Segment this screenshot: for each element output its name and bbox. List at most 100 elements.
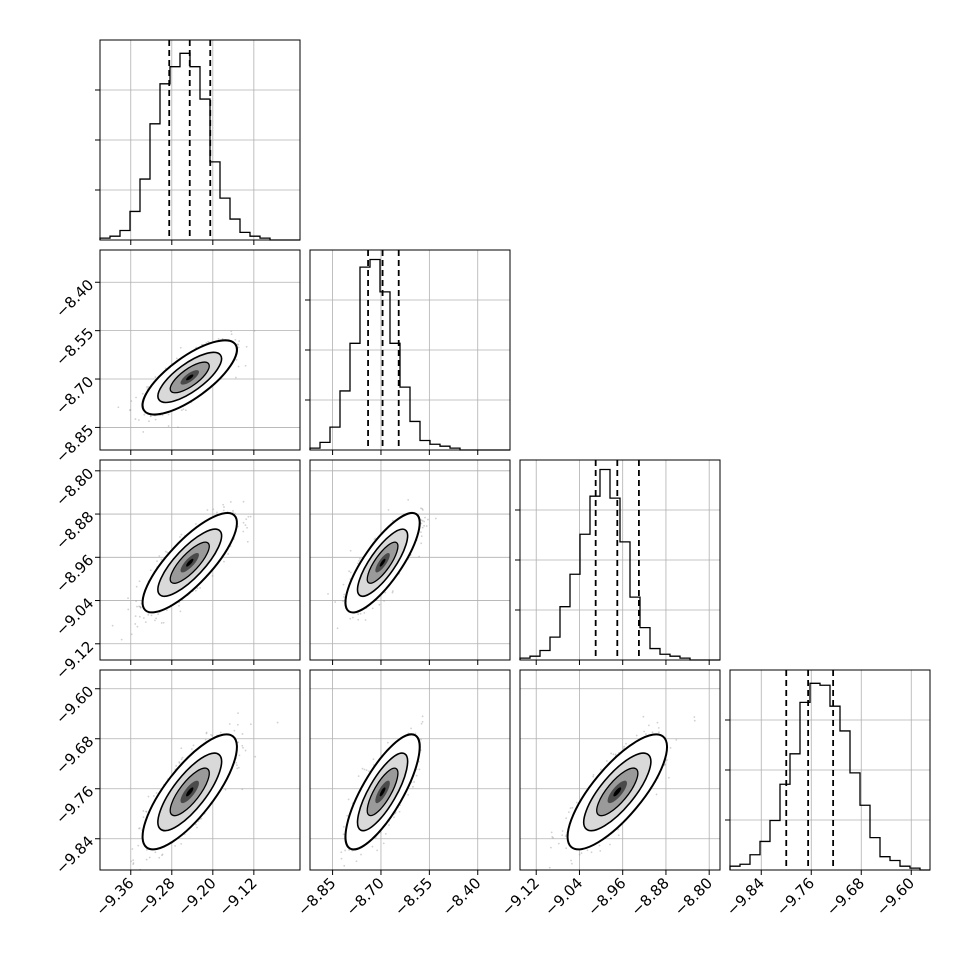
scatter-point xyxy=(237,346,240,349)
scatter-point xyxy=(142,431,145,433)
scatter-point xyxy=(571,806,574,809)
scatter-point xyxy=(235,358,238,361)
scatter-point xyxy=(244,364,247,367)
scatter-point xyxy=(398,810,401,813)
scatter-point xyxy=(675,738,678,741)
scatter-point xyxy=(156,560,158,563)
scatter-point xyxy=(343,596,345,598)
scatter-point xyxy=(253,329,256,332)
scatter-point xyxy=(175,357,178,360)
scatter-point xyxy=(238,340,241,343)
scatter-point xyxy=(420,507,422,510)
scatter-point xyxy=(561,830,564,832)
scatter-point xyxy=(179,610,182,613)
scatter-point xyxy=(571,862,573,865)
scatter-point xyxy=(420,531,422,534)
scatter-point xyxy=(421,509,424,511)
scatter-point xyxy=(363,768,366,771)
scatter-point xyxy=(343,593,346,596)
scatter-point xyxy=(645,733,647,736)
scatter-point xyxy=(136,605,138,608)
scatter-point xyxy=(414,732,417,735)
scatter-point xyxy=(336,627,339,630)
scatter-point xyxy=(421,519,424,522)
scatter-point xyxy=(180,409,183,412)
scatter-point xyxy=(129,409,131,412)
scatter-point xyxy=(234,376,237,379)
scatter-point xyxy=(205,731,208,734)
scatter-point xyxy=(234,512,236,515)
scatter-point xyxy=(373,538,376,541)
histogram-step-2 xyxy=(309,258,510,451)
scatter-point xyxy=(418,555,421,558)
scatter-point xyxy=(154,851,157,854)
scatter-point xyxy=(134,615,137,618)
scatter-point xyxy=(420,535,423,538)
scatter-point xyxy=(242,500,245,503)
scatter-point xyxy=(222,503,225,506)
scatter-point xyxy=(383,600,385,602)
scatter-point xyxy=(656,721,659,724)
scatter-point xyxy=(334,601,337,603)
scatter-point xyxy=(346,814,349,817)
scatter-point xyxy=(182,408,185,411)
scatter-point xyxy=(423,520,426,523)
scatter-point xyxy=(233,729,236,732)
joint-frame-2-1 xyxy=(99,249,301,451)
scatter-point xyxy=(230,333,233,336)
scatter-point xyxy=(361,767,364,770)
scatter-point xyxy=(420,738,422,741)
scatter-point xyxy=(407,498,410,501)
scatter-point xyxy=(138,580,141,583)
scatter-point xyxy=(235,761,238,764)
histogram-panel-2 xyxy=(305,249,511,451)
scatter-point xyxy=(216,511,218,514)
scatter-point xyxy=(194,823,197,826)
density-contour-5 xyxy=(186,787,194,797)
scatter-point xyxy=(254,755,257,758)
scatter-point xyxy=(427,518,429,521)
scatter-point xyxy=(139,606,142,609)
histogram-panel-1 xyxy=(95,39,301,241)
scatter-point xyxy=(132,859,135,862)
scatter-point xyxy=(154,376,157,379)
scatter-point xyxy=(111,624,114,627)
scatter-point xyxy=(413,781,416,783)
scatter-point xyxy=(358,557,361,560)
scatter-point xyxy=(376,849,379,852)
scatter-point xyxy=(117,406,120,409)
scatter-point xyxy=(148,856,151,859)
scatter-point xyxy=(232,511,234,514)
scatter-point xyxy=(132,862,135,864)
scatter-point xyxy=(247,515,250,518)
scatter-point xyxy=(365,769,368,772)
scatter-point xyxy=(145,810,148,813)
scatter-point xyxy=(355,860,358,863)
scatter-point xyxy=(327,592,329,595)
hist-frame-1 xyxy=(99,39,301,241)
scatter-point xyxy=(371,607,374,610)
scatter-point xyxy=(340,857,343,860)
scatter-point xyxy=(211,734,214,737)
scatter-point xyxy=(242,530,245,533)
hist-frame-2 xyxy=(309,249,511,451)
scatter-point xyxy=(207,340,210,343)
scatter-point xyxy=(148,420,150,423)
histogram-step-3 xyxy=(519,468,720,661)
scatter-point xyxy=(434,517,437,520)
scatter-point xyxy=(415,774,418,777)
scatter-point xyxy=(206,509,209,511)
scatter-point xyxy=(155,617,158,620)
scatter-point xyxy=(138,827,140,830)
scatter-point xyxy=(348,849,350,851)
scatter-point xyxy=(212,508,215,511)
scatter-point xyxy=(424,516,426,519)
joint-frame-3-2 xyxy=(309,459,511,661)
scatter-point xyxy=(569,807,572,810)
scatter-point xyxy=(392,519,394,522)
scatter-point xyxy=(655,793,658,796)
scatter-point xyxy=(249,723,252,726)
scatter-point xyxy=(130,633,133,636)
scatter-point xyxy=(143,877,145,879)
joint-panel-2-1 xyxy=(99,249,301,451)
